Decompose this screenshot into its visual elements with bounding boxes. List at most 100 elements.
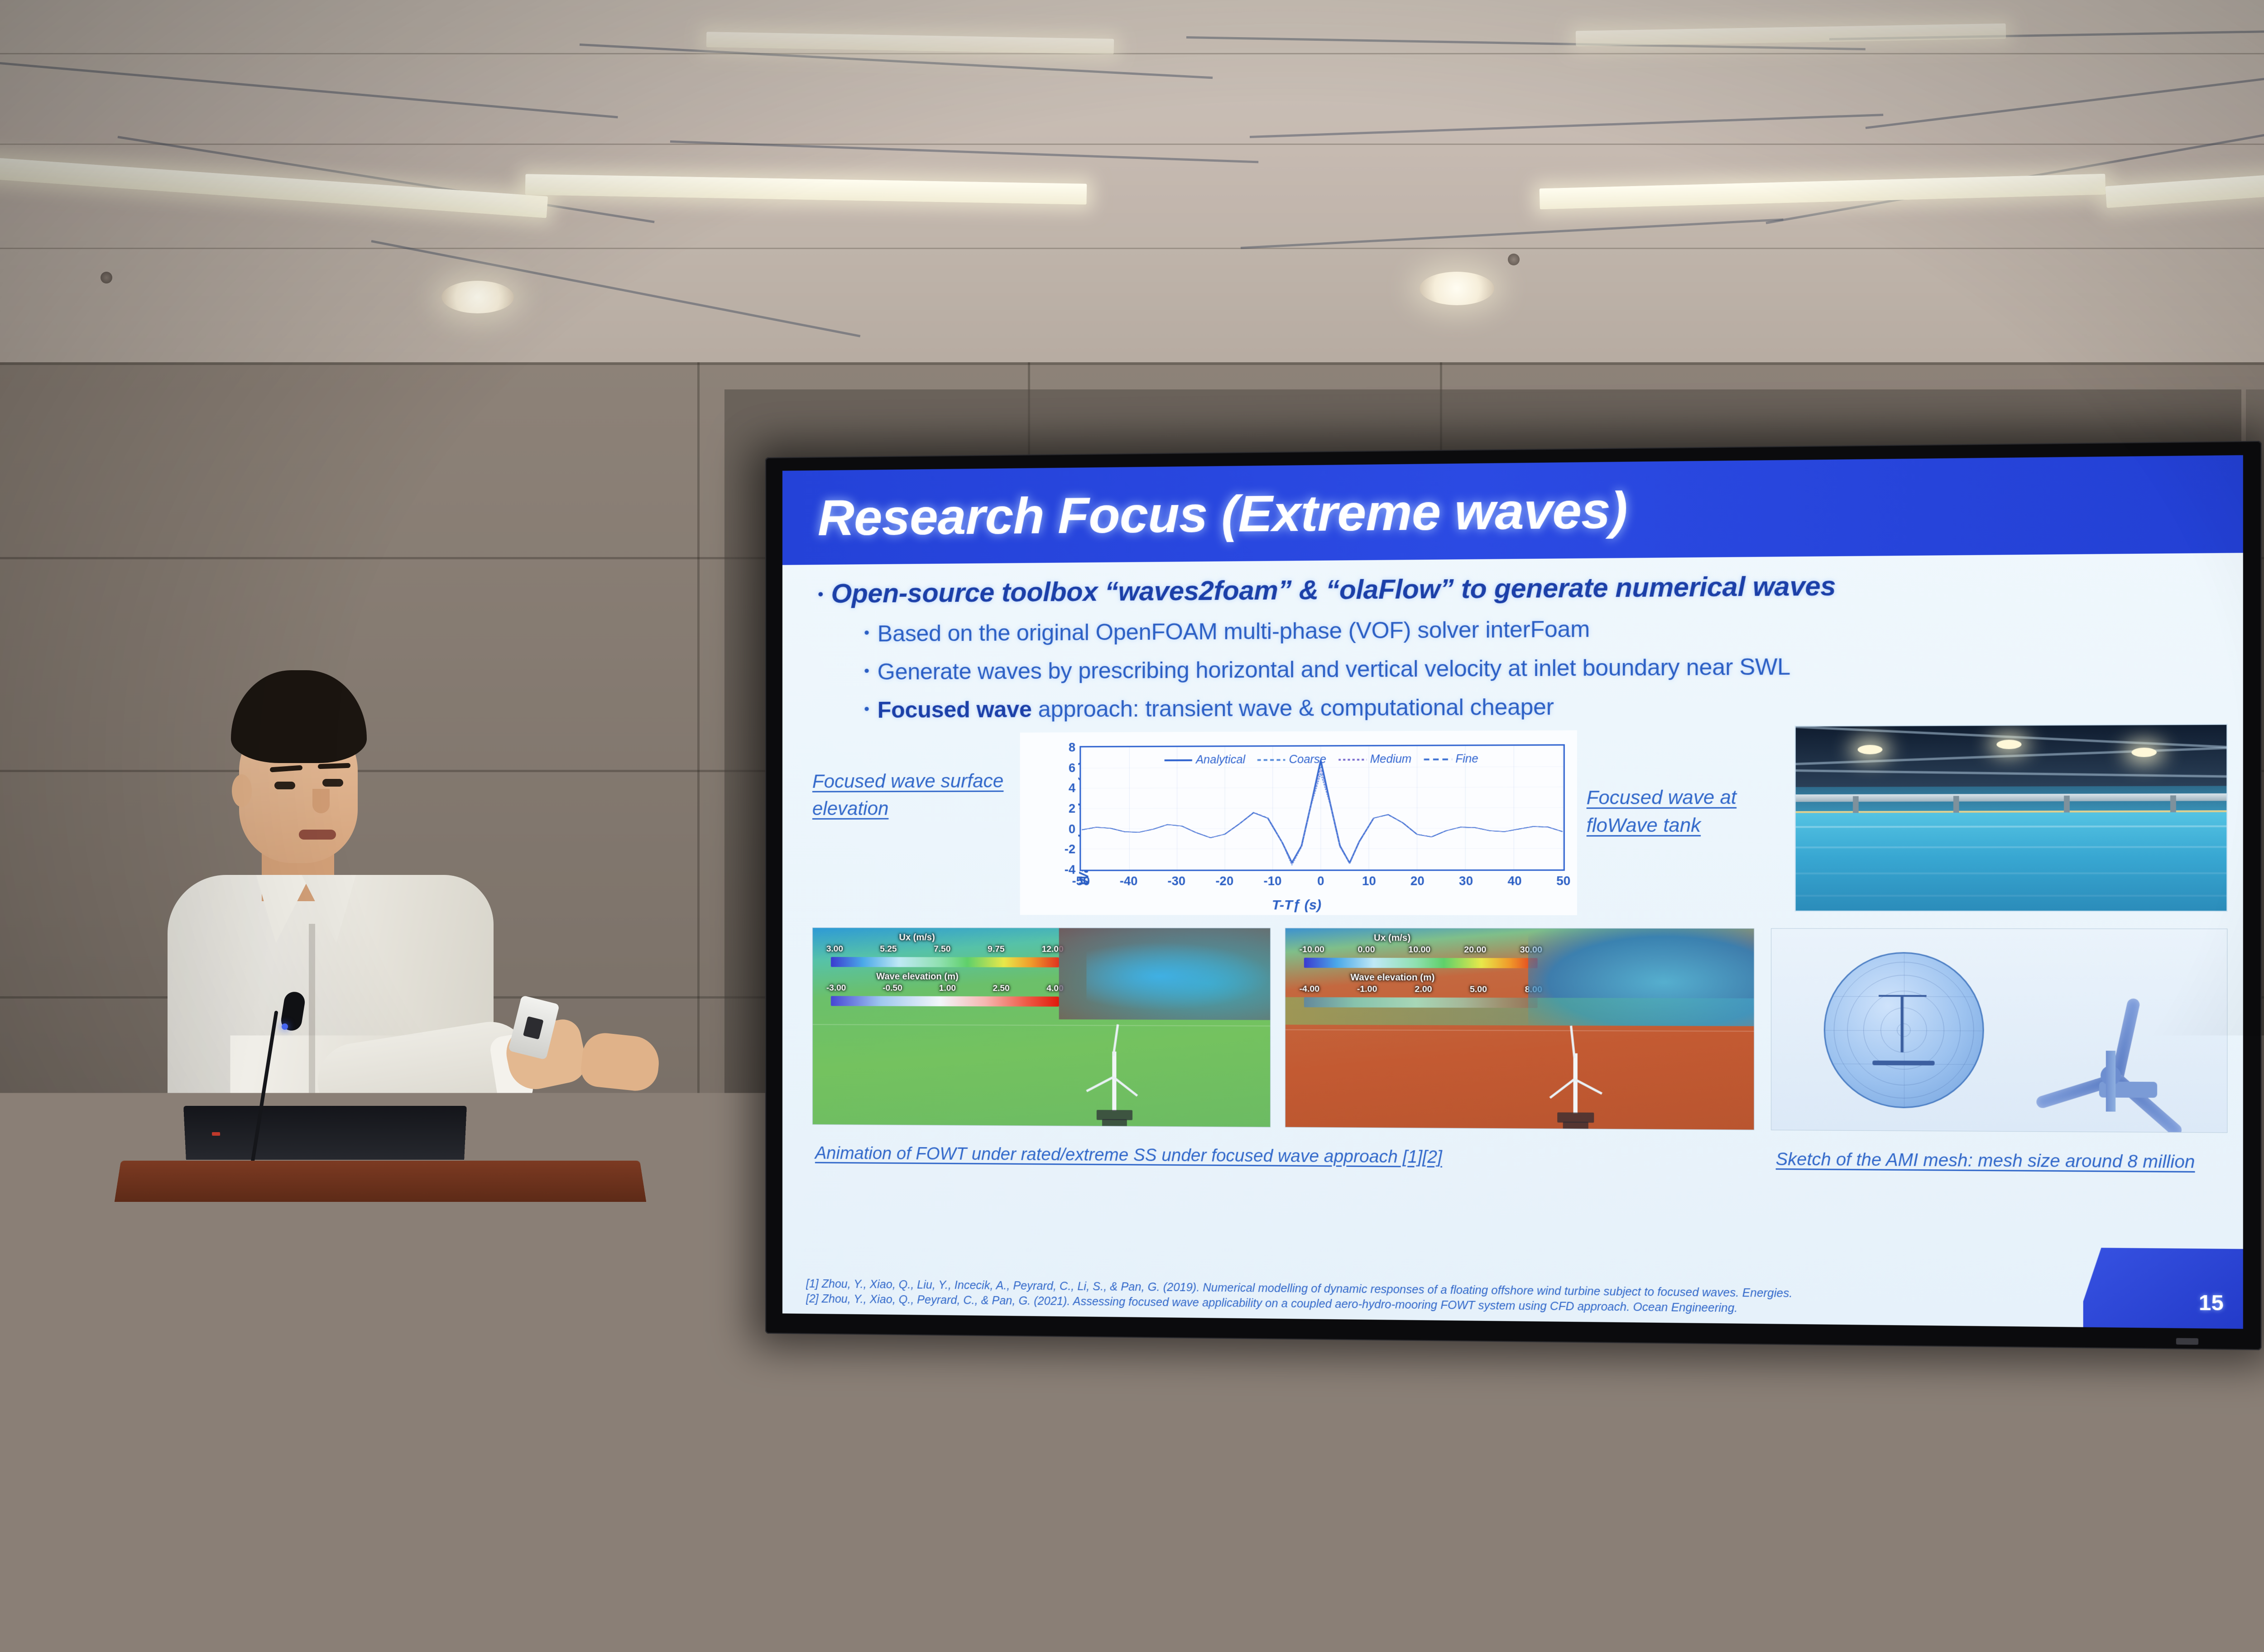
bullet-dot-icon: • [864, 624, 869, 642]
chart-x-axis-label: T-Tƒ (s) [1020, 898, 1577, 913]
bullet-level2: • Generate waves by prescribing horizonta… [864, 651, 2224, 685]
downlight [441, 281, 514, 313]
cb-tick: 0.00 [1358, 945, 1375, 955]
university-emblem: SCHOOL OF NAVAL ARCHITECTURE & OCEAN ENG… [240, 1295, 521, 1576]
legend-line-icon [1165, 759, 1192, 761]
laptop[interactable] [183, 1106, 467, 1160]
bullet-bold-prefix: Focused wave [878, 696, 1032, 723]
ami-mesh-sketch [1771, 928, 2227, 1133]
flowave-tank-photo [1795, 724, 2228, 912]
bullet-level2: • Focused wave approach: transient wave &… [864, 690, 2224, 723]
bullet-level2: • Based on the original OpenFOAM multi-ph… [864, 611, 2224, 647]
cb-tick: 2.50 [993, 984, 1009, 994]
presenter-hair [231, 670, 367, 763]
chart-x-tick: -10 [1263, 874, 1281, 888]
sprinkler-icon [1508, 254, 1520, 265]
cb-tick: 1.00 [939, 984, 956, 994]
cb-tick: 20.00 [1464, 945, 1486, 955]
presenter-eye [274, 782, 295, 789]
cb-tick: 10.00 [1408, 945, 1430, 955]
chart-x-tick: 10 [1362, 874, 1376, 888]
lecture-room: Research Focus (Extreme waves) • Open-sou… [0, 0, 2264, 1652]
chart-x-tick: -40 [1120, 874, 1138, 888]
podium-top [115, 1161, 647, 1202]
colorbar-ux [831, 957, 1059, 967]
ami-turbine [2015, 948, 2208, 1112]
slide-number-shape [2083, 1248, 2243, 1329]
bullet-level1: • Open-source toolbox “waves2foam” & “ola… [818, 567, 2224, 609]
chart-y-tick: 6 [1069, 761, 1075, 775]
audience-shoulders [2029, 1621, 2264, 1652]
bullet-dot-icon: • [818, 586, 823, 603]
legend-line-icon [1338, 759, 1367, 761]
cb-tick: -1.00 [1357, 984, 1377, 994]
ami-sphere [1824, 952, 1984, 1109]
chart-label: Focused wave surface elevation [812, 767, 1022, 822]
cb-tick: 5.25 [880, 944, 897, 954]
chart-legend: Analytical Coarse Medium Fine [1165, 752, 1478, 767]
presenter-nose [312, 789, 330, 813]
legend-item-analytical: Analytical [1165, 753, 1246, 767]
slide-title-bar: Research Focus (Extreme waves) [782, 455, 2243, 565]
slide: Research Focus (Extreme waves) • Open-sou… [782, 455, 2243, 1329]
cb-tick: -10.00 [1300, 945, 1324, 955]
chart-y-tick: 4 [1069, 781, 1075, 795]
chart-plot-area: Analytical Coarse Medium Fine -4 -2 0 2 4 6 8-… [1079, 744, 1565, 871]
legend-line-icon [1424, 759, 1452, 760]
media-row-top: Focused wave surface elevation Wave elev… [806, 728, 2224, 925]
presenter-eye [322, 779, 343, 787]
colorbar-title-ux: Ux (m/s) [899, 932, 935, 943]
chart-x-tick: -50 [1072, 874, 1090, 888]
display-screen: Research Focus (Extreme waves) • Open-sou… [782, 455, 2243, 1329]
turbine-silhouette [1547, 1044, 1603, 1127]
reference-list: [1] Zhou, Y., Xiao, Q., Liu, Y., Incecik… [806, 1277, 2224, 1321]
slide-number-block: 15 [2083, 1238, 2243, 1329]
presenter-ear [232, 774, 252, 807]
emblem-chinese: 船舶院 [310, 1295, 451, 1576]
legend-line-icon [1257, 759, 1285, 761]
chart-x-tick: 30 [1459, 874, 1473, 888]
presenter-mouth [299, 830, 336, 840]
slide-number: 15 [2199, 1290, 2224, 1316]
slide-title: Research Focus (Extreme waves) [818, 480, 1627, 547]
microphone-led [282, 1023, 288, 1030]
bullet-dot-icon: • [864, 701, 869, 718]
slide-body: • Open-source toolbox “waves2foam” & “ola… [782, 553, 2243, 1329]
cb-tick: 2.00 [1415, 984, 1432, 994]
wave-elevation-chart: Wave elevation (m) T-Tƒ (s) Analytical C… [1020, 730, 1577, 915]
colorbar-title-wave-elevation: Wave elevation (m) [876, 971, 958, 982]
chart-x-tick: -20 [1215, 874, 1233, 888]
bullet-list: • Open-source toolbox “waves2foam” & “ola… [806, 567, 2224, 723]
laptop-indicator [212, 1132, 220, 1136]
chart-y-tick: 8 [1069, 740, 1075, 754]
emblem-text-char: S [456, 1332, 467, 1347]
chart-y-tick: -2 [1065, 842, 1075, 856]
cb-tick: 7.50 [934, 944, 950, 954]
colorbar-title-wave-elevation: Wave elevation (m) [1351, 972, 1435, 983]
legend-item-coarse: Coarse [1257, 753, 1326, 767]
tank-water [1796, 812, 2227, 911]
chart-x-tick: 50 [1556, 874, 1570, 888]
downlight [1420, 272, 1494, 305]
emblem-text-char: U [465, 1335, 478, 1351]
cb-tick: 5.00 [1470, 984, 1487, 994]
ami-caption: Sketch of the AMI mesh: mesh size around… [1776, 1148, 2195, 1176]
chart-y-tick: 0 [1069, 822, 1075, 836]
colorbar-ux [1304, 958, 1538, 968]
cb-tick: -0.50 [883, 984, 902, 994]
chart-y-tick: 2 [1069, 802, 1075, 816]
legend-item-medium: Medium [1338, 753, 1412, 766]
ceiling [0, 0, 2264, 371]
colorbar-wave-elevation [831, 996, 1059, 1006]
sprinkler-icon [101, 272, 112, 283]
audience-shoulders [1766, 1594, 2074, 1652]
cfd-animation-extreme: Ux (m/s) -10.00 0.00 10.00 20.00 30.00 W… [1285, 928, 1755, 1130]
chart-x-tick: 20 [1410, 874, 1425, 888]
turbine-silhouette [1086, 1042, 1142, 1125]
chart-x-tick: 40 [1507, 874, 1521, 888]
cb-tick: 9.75 [988, 945, 1004, 955]
podium: SCHOOL OF NAVAL ARCHITECTURE & OCEAN ENG… [113, 1159, 648, 1652]
cb-tick: 3.00 [826, 944, 843, 954]
bullet-dot-icon: • [864, 663, 869, 680]
media-row-bottom: Ux (m/s) 3.00 5.25 7.50 9.75 12.00 Wave … [806, 927, 2224, 1149]
